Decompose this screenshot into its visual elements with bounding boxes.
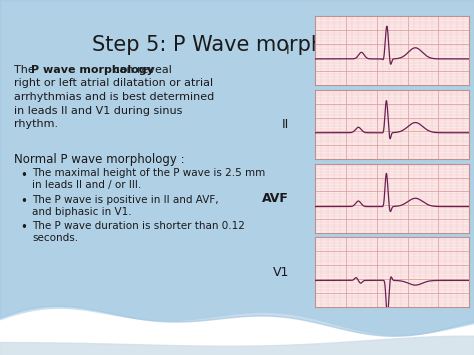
Text: The P wave is positive in II and AVF,
and biphasic in V1.: The P wave is positive in II and AVF, an… [32,195,219,217]
Text: II: II [282,118,289,131]
Text: •: • [20,222,27,234]
Text: AVF: AVF [262,192,289,205]
Text: can reveal: can reveal [109,65,172,75]
Text: right or left atrial dilatation or atrial: right or left atrial dilatation or atria… [14,78,213,88]
Text: The P wave duration is shorter than 0.12
seconds.: The P wave duration is shorter than 0.12… [32,222,245,243]
Text: V1: V1 [273,266,289,279]
Text: I: I [285,44,289,57]
Text: arrhythmias and is best determined: arrhythmias and is best determined [14,92,214,102]
Text: •: • [20,195,27,208]
Text: rhythm.: rhythm. [14,119,58,129]
Text: •: • [20,169,27,181]
Text: in leads II and V1 during sinus: in leads II and V1 during sinus [14,105,182,115]
Text: The maximal height of the P wave is 2.5 mm
in leads II and / or III.: The maximal height of the P wave is 2.5 … [32,169,265,190]
Text: Step 5: P Wave morphology: Step 5: P Wave morphology [92,35,382,55]
Text: P wave morphology: P wave morphology [31,65,154,75]
Text: The: The [14,65,38,75]
Text: Normal P wave morphology :: Normal P wave morphology : [14,153,185,165]
